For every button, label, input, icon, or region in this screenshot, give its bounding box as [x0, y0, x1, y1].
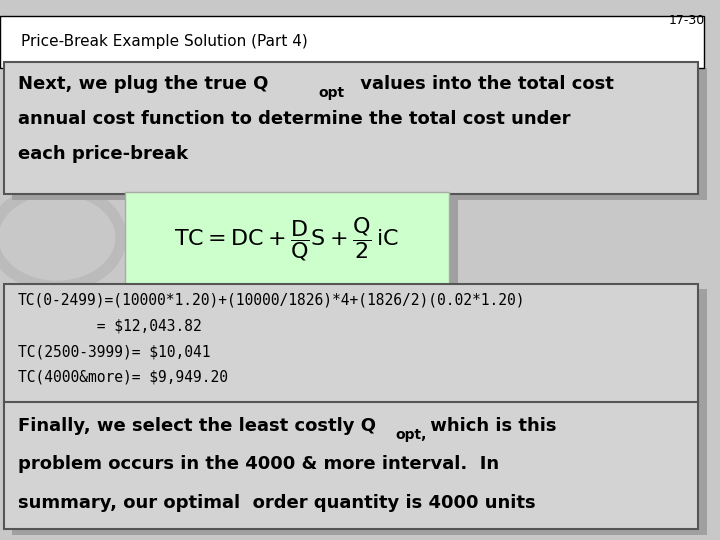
FancyBboxPatch shape — [4, 402, 698, 529]
Text: values into the total cost: values into the total cost — [354, 75, 613, 93]
Text: TC(4000&more)= $9,949.20: TC(4000&more)= $9,949.20 — [18, 370, 228, 385]
FancyBboxPatch shape — [125, 192, 449, 286]
Text: Next, we plug the true Q: Next, we plug the true Q — [18, 75, 268, 93]
Text: TC(2500-3999)= $10,041: TC(2500-3999)= $10,041 — [18, 344, 210, 359]
Text: TC(0-2499)=(10000*1.20)+(10000/1826)*4+(1826/2)(0.02*1.20): TC(0-2499)=(10000*1.20)+(10000/1826)*4+(… — [18, 292, 526, 307]
Text: Finally, we select the least costly Q: Finally, we select the least costly Q — [18, 416, 376, 435]
FancyBboxPatch shape — [4, 62, 698, 194]
Text: each price-break: each price-break — [18, 145, 188, 163]
Text: Price-Break Example Solution (Part 4): Price-Break Example Solution (Part 4) — [22, 34, 308, 49]
Text: opt,: opt, — [395, 428, 427, 442]
Text: which is this: which is this — [424, 416, 557, 435]
FancyBboxPatch shape — [12, 289, 706, 410]
FancyBboxPatch shape — [133, 197, 457, 292]
FancyBboxPatch shape — [0, 16, 704, 68]
FancyBboxPatch shape — [12, 408, 706, 535]
Text: $\mathrm{TC = DC + \dfrac{D}{Q}S + \dfrac{Q}{2}\,iC}$: $\mathrm{TC = DC + \dfrac{D}{Q}S + \dfra… — [174, 215, 399, 262]
Text: opt: opt — [318, 86, 344, 100]
Text: problem occurs in the 4000 & more interval.  In: problem occurs in the 4000 & more interv… — [18, 455, 499, 474]
Text: 17-30: 17-30 — [668, 14, 704, 26]
Text: summary, our optimal  order quantity is 4000 units: summary, our optimal order quantity is 4… — [18, 494, 536, 512]
Text: = $12,043.82: = $12,043.82 — [18, 318, 202, 333]
FancyBboxPatch shape — [12, 68, 706, 200]
Text: annual cost function to determine the total cost under: annual cost function to determine the to… — [18, 110, 570, 128]
FancyBboxPatch shape — [4, 284, 698, 405]
